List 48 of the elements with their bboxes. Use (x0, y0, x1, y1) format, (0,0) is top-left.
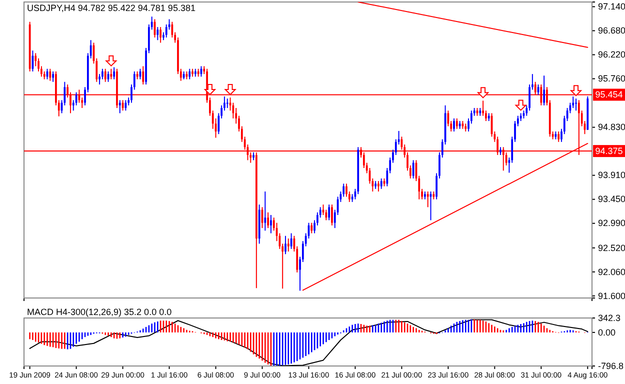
y-tick-label: 92.990 (598, 218, 625, 228)
y-tick-label: 93.910 (598, 170, 625, 180)
candlestick (104, 68, 106, 82)
candlestick (453, 118, 455, 132)
candlestick (118, 100, 121, 114)
candlestick (543, 75, 546, 106)
candlestick (328, 204, 330, 221)
candlestick (558, 130, 560, 142)
candlestick (284, 235, 286, 255)
y-tick-label: 342.3 (598, 312, 621, 323)
candlestick (378, 180, 380, 192)
y-tick-label: 96.680 (598, 26, 625, 36)
y-tick-label: 93.450 (598, 194, 625, 204)
candlestick (188, 68, 191, 80)
candlestick (456, 118, 458, 130)
candlestick (310, 222, 313, 234)
candlestick (110, 68, 112, 80)
candlestick (287, 238, 290, 252)
candlestick (124, 100, 127, 112)
y-tick-label: -796.8 (598, 360, 624, 371)
y-tick-label: 92.520 (598, 242, 625, 253)
y-tick-label: 92.060 (598, 266, 625, 277)
chart-title: MACD H4-300(12,26,9) 35.2 0.0 0.0 (27, 307, 172, 317)
candlestick (575, 98, 577, 112)
candlestick (270, 214, 272, 234)
candlestick (264, 191, 266, 232)
y-tick-label: 95.760 (598, 74, 625, 84)
candlestick (49, 68, 52, 82)
candlestick (380, 178, 382, 190)
candlestick (52, 70, 54, 82)
candlestick (267, 212, 269, 229)
ref-line-label: 94.375 (595, 146, 623, 156)
line-series (29, 319, 588, 366)
candlestick (412, 160, 414, 179)
y-tick-label: 96.220 (598, 50, 625, 60)
candlestick (426, 191, 429, 208)
candlestick (226, 98, 228, 108)
chart-title: USDJPY,H4 94.782 95.422 94.781 95.381 (27, 3, 196, 13)
y-tick-label: 97.140 (598, 2, 625, 12)
y-tick-label: 0.00 (598, 327, 616, 338)
y-tick-label: 94.830 (598, 122, 625, 132)
candlestick (331, 204, 333, 226)
y-tick-label: 91.600 (598, 290, 625, 301)
ref-line-label: 95.454 (595, 90, 623, 100)
candlestick (113, 66, 116, 80)
candlestick (142, 66, 144, 85)
candlestick (160, 26, 162, 44)
candlestick (156, 26, 159, 41)
